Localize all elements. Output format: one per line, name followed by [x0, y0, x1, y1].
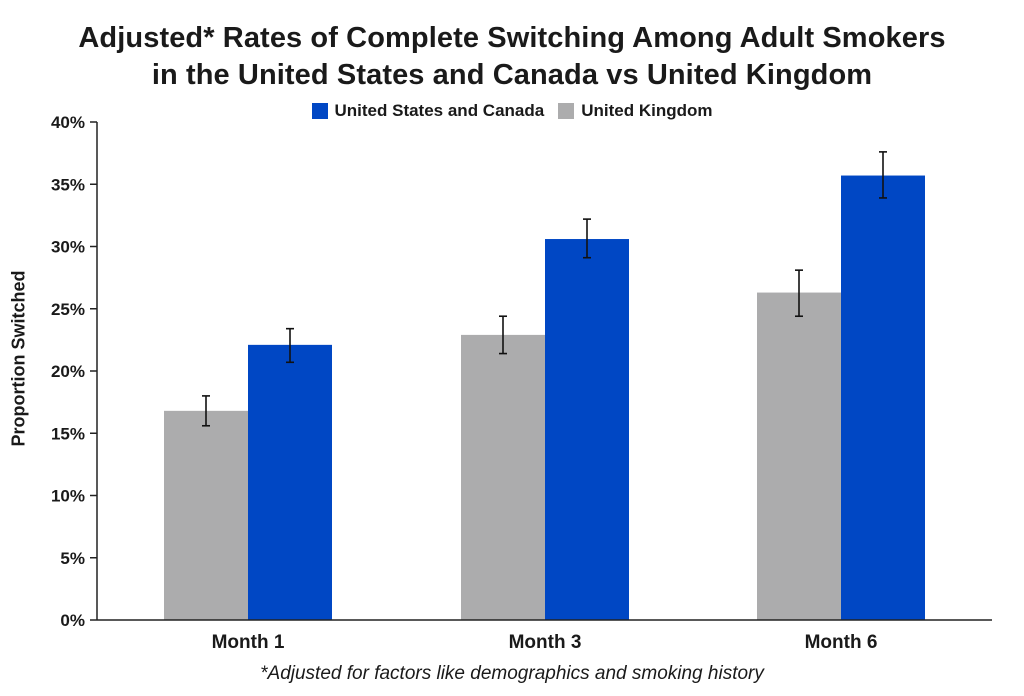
- legend: United States and Canada United Kingdom: [0, 101, 1024, 121]
- bar: [164, 410, 248, 620]
- y-tick-label: 0%: [60, 611, 85, 630]
- y-tick-label: 35%: [51, 175, 85, 194]
- y-tick-label: 30%: [51, 238, 85, 257]
- footnote: *Adjusted for factors like demographics …: [260, 663, 764, 684]
- y-tick-label: 20%: [51, 362, 85, 381]
- bar: [461, 334, 545, 620]
- legend-item-uk: United Kingdom: [558, 101, 712, 121]
- bar: [757, 292, 841, 620]
- bar: [248, 344, 332, 620]
- x-category-label: Month 6: [805, 632, 878, 653]
- legend-label-us-canada: United States and Canada: [334, 101, 545, 120]
- legend-swatch-uk: [558, 103, 575, 119]
- bar: [841, 175, 925, 620]
- legend-item-us-canada: United States and Canada: [311, 101, 545, 121]
- y-tick-label: 15%: [51, 424, 85, 443]
- x-category-label: Month 1: [212, 632, 285, 653]
- legend-label-uk: United Kingdom: [581, 101, 713, 120]
- bar: [545, 239, 629, 620]
- y-tick-label: 10%: [51, 487, 85, 506]
- y-tick-label: 25%: [51, 300, 85, 319]
- y-tick-label: 5%: [60, 549, 85, 568]
- legend-swatch-us-canada: [311, 103, 328, 119]
- chart-title-line-1: Adjusted* Rates of Complete Switching Am…: [78, 22, 946, 54]
- chart-title-line-2: in the United States and Canada vs Unite…: [151, 59, 873, 91]
- x-category-label: Month 3: [509, 632, 582, 653]
- y-tick-label: 40%: [51, 113, 85, 132]
